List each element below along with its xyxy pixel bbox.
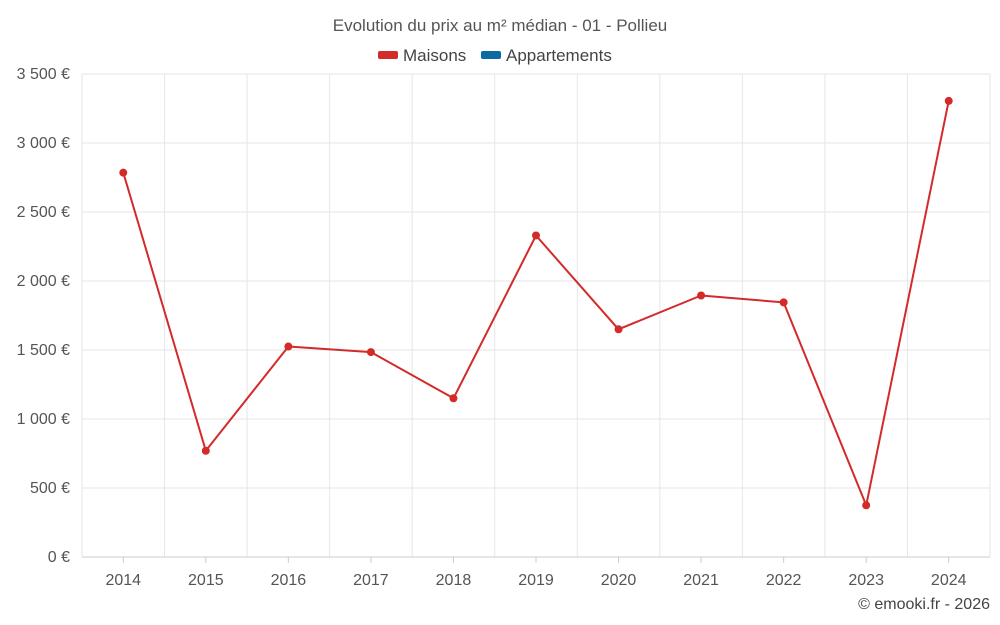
x-gridlines [81, 74, 991, 557]
x-tick-label: 2021 [683, 572, 719, 589]
y-tick-label: 2 000 € [17, 273, 70, 290]
legend-label-appartements: Appartements [506, 46, 612, 65]
x-axis-labels: 2014 2015 2016 2017 2018 2019 2020 2021 2022 2023… [105, 557, 967, 589]
legend-label-maisons: Maisons [403, 46, 466, 65]
data-point[interactable] [366, 348, 375, 357]
data-point[interactable] [697, 291, 706, 300]
x-tick-label: 2022 [766, 572, 802, 589]
y-tick-label: 0 € [48, 549, 70, 566]
data-point[interactable] [449, 394, 458, 403]
legend-swatch-maisons [378, 51, 398, 59]
data-point[interactable] [862, 501, 871, 510]
x-tick-label: 2018 [436, 572, 472, 589]
y-tick-label: 500 € [30, 480, 70, 497]
x-tick-label: 2024 [931, 572, 967, 589]
x-tick-label: 2014 [105, 572, 141, 589]
x-tick-label: 2019 [518, 572, 554, 589]
legend-item-maisons[interactable]: Maisons [378, 46, 466, 65]
series-maisons [119, 96, 953, 510]
legend-item-appartements[interactable]: Appartements [481, 46, 612, 65]
y-tick-label: 1 500 € [17, 342, 70, 359]
data-point[interactable] [944, 96, 953, 105]
data-point[interactable] [201, 446, 210, 455]
credit-text: © emooki.fr - 2026 [858, 596, 990, 613]
legend[interactable]: Maisons Appartements [378, 46, 612, 65]
x-tick-label: 2017 [353, 572, 389, 589]
y-tick-label: 1 000 € [17, 411, 70, 428]
x-tick-label: 2020 [601, 572, 637, 589]
chart-title: Evolution du prix au m² médian - 01 - Po… [333, 16, 668, 35]
data-point[interactable] [532, 231, 540, 240]
legend-swatch-appartements [481, 51, 501, 59]
x-tick-label: 2015 [188, 572, 224, 589]
y-tick-label: 3 000 € [17, 135, 70, 152]
data-point[interactable] [614, 325, 623, 334]
y-tick-label: 3 500 € [17, 66, 70, 83]
y-tick-label: 2 500 € [17, 204, 70, 221]
x-tick-label: 2023 [848, 572, 884, 589]
y-axis-labels: 0 € 500 € 1 000 € 1 500 € 2 000 € 2 500 € 3 00… [17, 66, 70, 566]
data-point[interactable] [284, 342, 293, 351]
data-point[interactable] [119, 168, 128, 177]
y-gridlines [82, 73, 990, 489]
data-point[interactable] [779, 298, 788, 307]
x-tick-label: 2016 [271, 572, 307, 589]
